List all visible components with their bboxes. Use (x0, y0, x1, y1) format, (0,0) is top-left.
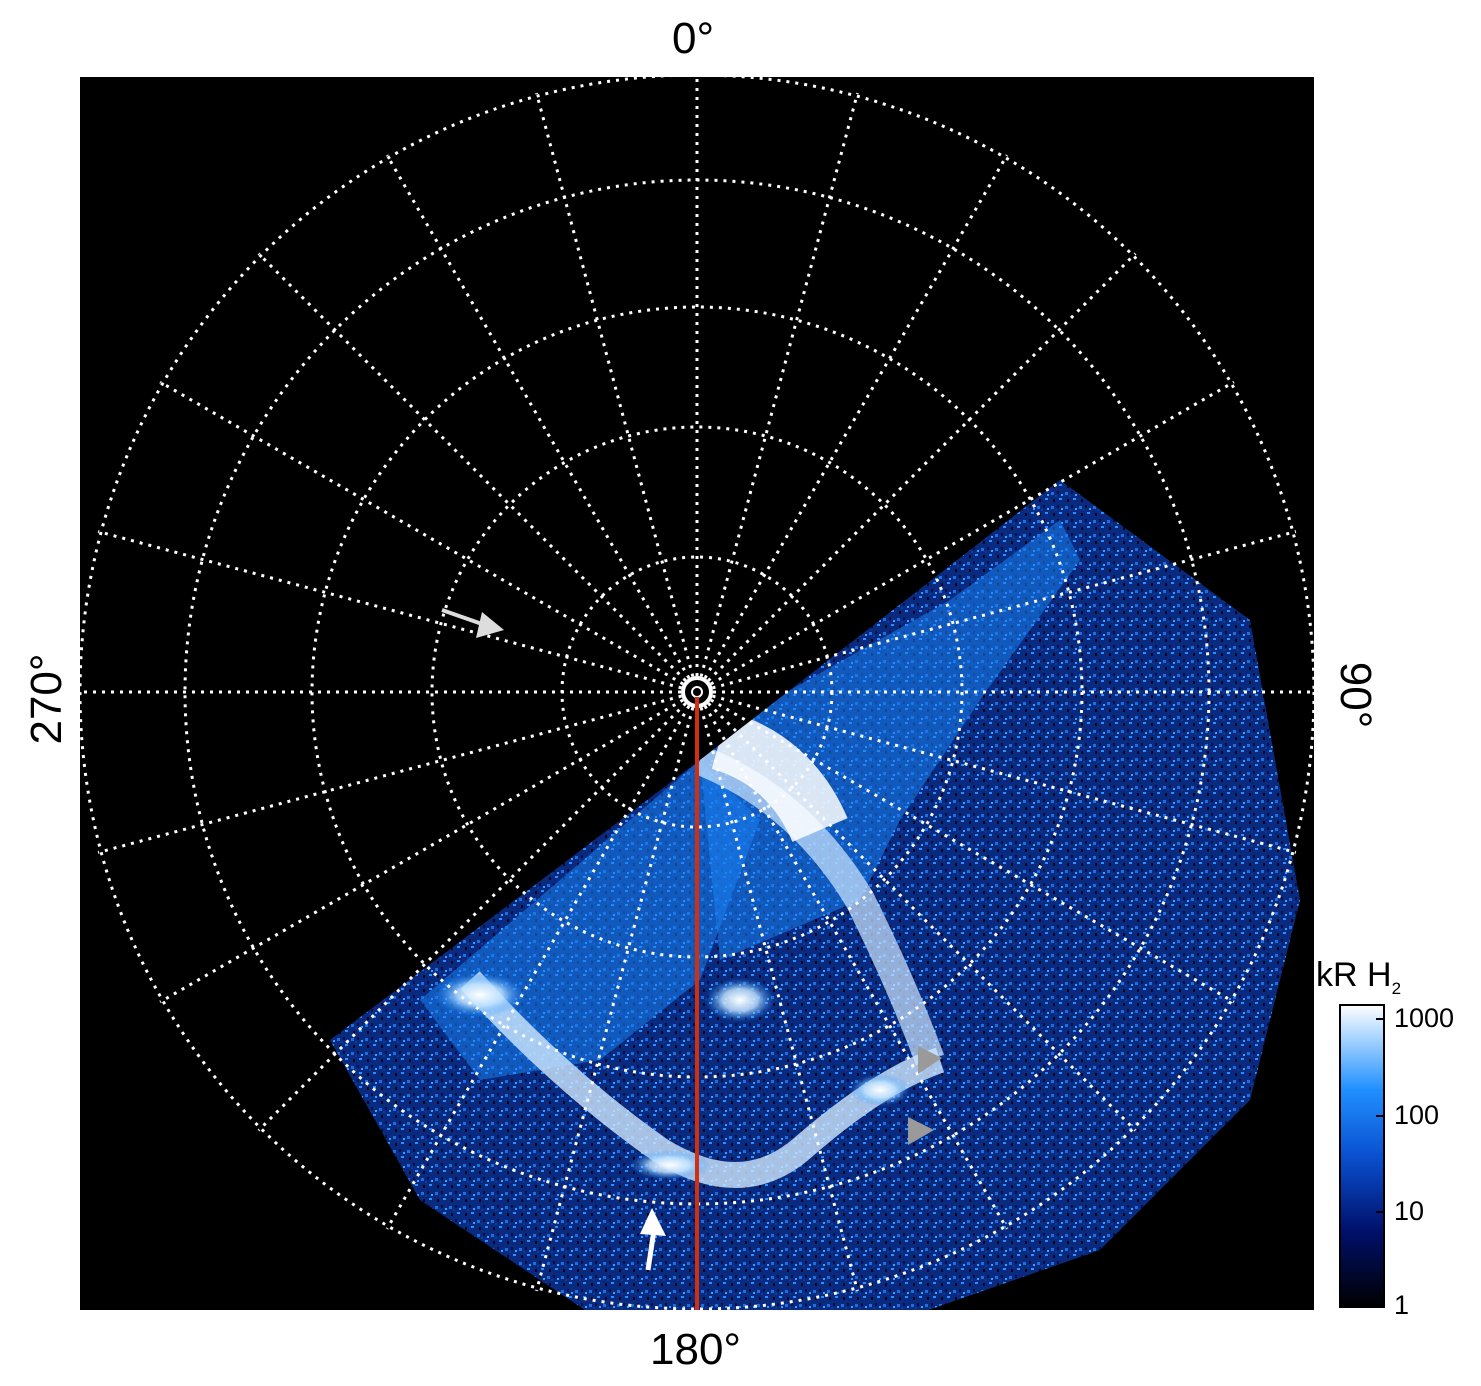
axis-label-right: 90° (1331, 661, 1380, 729)
gray-arrowhead-lower (908, 1117, 934, 1145)
colorbar-title: kR H2 (1316, 956, 1401, 999)
colorbar-tick-100: 100 (1394, 1100, 1440, 1130)
grid-spoke (699, 707, 859, 1292)
grid-spoke (707, 702, 1137, 1132)
grid-spoke (710, 698, 1235, 1004)
grid-spoke (535, 707, 695, 1292)
pole-marker-inner (691, 686, 703, 698)
grid-spoke (712, 530, 1297, 690)
grid-spoke (159, 698, 684, 1004)
grid-spoke (703, 154, 1009, 679)
axis-label-bottom: 180° (650, 1325, 742, 1374)
grid-spoke (710, 380, 1235, 686)
grid-spoke (97, 530, 682, 690)
colorbar (1339, 1004, 1385, 1308)
white-arrow-upper (441, 608, 504, 638)
colorbar-title-main: kR H (1316, 956, 1392, 994)
grid-spoke (703, 705, 1009, 1230)
grid-spoke (707, 252, 1137, 682)
colorbar-title-subscript: 2 (1391, 978, 1402, 998)
colorbar-tick-1000: 1000 (1394, 1003, 1455, 1033)
colorbar-tick-10: 10 (1394, 1196, 1425, 1226)
grid-spoke (535, 92, 695, 677)
axis-label-top: 0° (672, 14, 715, 63)
grid-spoke (712, 694, 1297, 854)
grid-spoke (385, 705, 691, 1230)
grid-spoke (257, 252, 687, 682)
grid-spoke (699, 92, 859, 677)
white-arrow-lower (640, 1208, 666, 1271)
grid-spoke (385, 154, 691, 679)
gray-arrowhead-upper (918, 1046, 942, 1074)
colorbar-tick-1: 1 (1394, 1290, 1410, 1320)
grid-spoke (97, 694, 682, 854)
polar-grid (80, 77, 1314, 1310)
axis-label-left: 270° (22, 653, 71, 745)
colorbar-tick-marks (1376, 1018, 1384, 1308)
grid-spoke (159, 380, 684, 686)
grid-spoke (257, 702, 687, 1132)
